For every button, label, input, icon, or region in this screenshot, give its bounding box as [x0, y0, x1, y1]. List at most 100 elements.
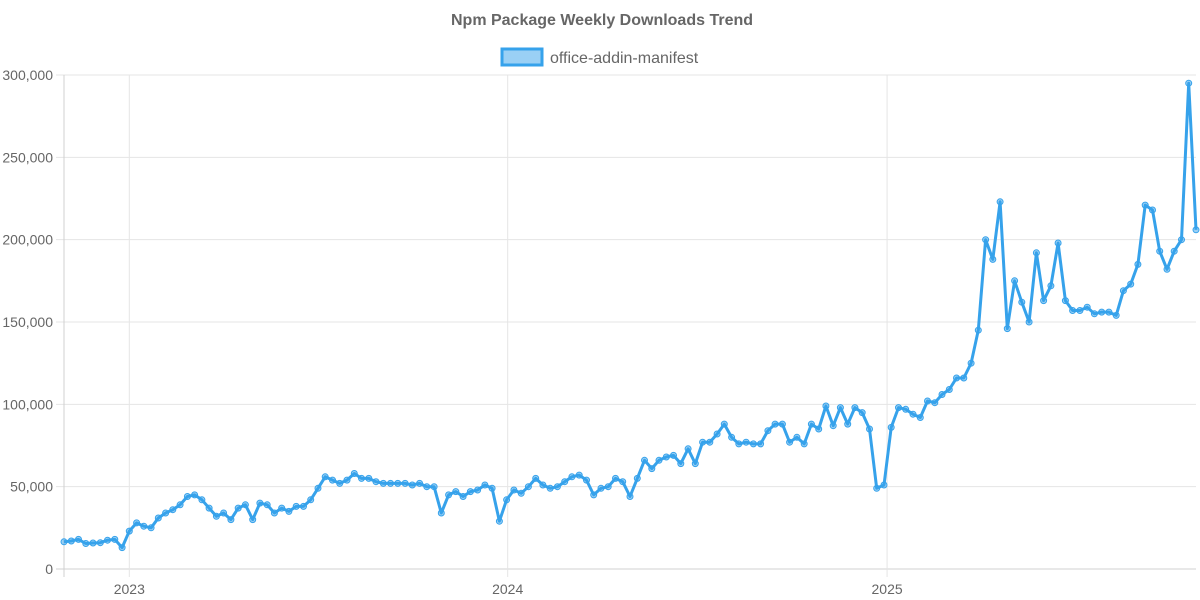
data-point[interactable] — [387, 479, 394, 487]
data-point[interactable] — [278, 504, 286, 512]
data-point[interactable] — [699, 438, 707, 446]
data-point[interactable] — [742, 438, 750, 446]
data-point[interactable] — [256, 499, 264, 507]
data-point[interactable] — [1047, 282, 1055, 290]
data-point[interactable] — [205, 504, 213, 512]
data-point[interactable] — [401, 479, 409, 487]
data-point[interactable] — [974, 326, 982, 334]
data-point[interactable] — [445, 491, 453, 499]
data-point[interactable] — [771, 420, 779, 428]
data-point[interactable] — [648, 465, 656, 473]
data-point[interactable] — [822, 402, 830, 410]
data-point[interactable] — [300, 502, 307, 510]
data-point[interactable] — [815, 425, 823, 433]
data-point[interactable] — [836, 404, 844, 412]
data-point[interactable] — [916, 414, 924, 421]
data-point[interactable] — [626, 493, 634, 500]
data-point[interactable] — [1141, 201, 1149, 209]
data-point[interactable] — [902, 405, 910, 413]
data-point[interactable] — [314, 484, 322, 492]
data-point[interactable] — [1192, 226, 1200, 234]
data-point[interactable] — [764, 427, 772, 435]
data-point[interactable] — [183, 493, 191, 500]
data-point[interactable] — [96, 539, 104, 547]
data-point[interactable] — [866, 425, 873, 433]
data-point[interactable] — [162, 509, 170, 517]
data-point[interactable] — [960, 374, 968, 382]
data-point[interactable] — [829, 422, 837, 430]
data-point[interactable] — [800, 440, 808, 448]
data-point[interactable] — [437, 509, 445, 517]
data-point[interactable] — [583, 476, 590, 484]
data-point[interactable] — [133, 519, 141, 527]
data-point[interactable] — [1018, 298, 1026, 306]
data-point[interactable] — [619, 478, 627, 486]
data-point[interactable] — [350, 470, 358, 477]
data-point[interactable] — [1170, 247, 1178, 255]
data-point[interactable] — [125, 527, 133, 535]
data-point[interactable] — [111, 535, 119, 543]
data-point[interactable] — [1003, 325, 1011, 333]
data-point[interactable] — [1090, 310, 1098, 318]
data-point[interactable] — [1112, 311, 1120, 319]
data-point[interactable] — [1134, 260, 1142, 268]
data-point[interactable] — [503, 496, 511, 504]
data-point[interactable] — [924, 397, 931, 405]
data-point[interactable] — [720, 420, 728, 428]
data-point[interactable] — [786, 438, 794, 446]
data-point[interactable] — [945, 386, 953, 393]
data-point[interactable] — [104, 536, 111, 544]
data-point[interactable] — [633, 474, 641, 482]
data-point[interactable] — [735, 440, 743, 448]
data-point[interactable] — [568, 473, 576, 481]
data-point[interactable] — [1185, 79, 1193, 87]
data-point[interactable] — [575, 471, 583, 479]
data-point[interactable] — [416, 479, 424, 487]
data-point[interactable] — [140, 522, 148, 530]
data-point[interactable] — [234, 504, 242, 512]
data-point[interactable] — [285, 507, 293, 515]
data-point[interactable] — [82, 540, 90, 547]
data-point[interactable] — [474, 486, 482, 494]
data-point[interactable] — [953, 374, 960, 382]
data-point[interactable] — [778, 420, 786, 428]
data-point[interactable] — [1040, 297, 1048, 305]
data-point[interactable] — [365, 474, 373, 482]
data-point[interactable] — [1054, 239, 1062, 247]
data-point[interactable] — [408, 481, 416, 489]
data-point[interactable] — [612, 474, 619, 482]
data-point[interactable] — [604, 483, 612, 491]
data-point[interactable] — [147, 524, 155, 532]
data-point[interactable] — [1105, 308, 1113, 316]
data-point[interactable] — [1032, 249, 1040, 257]
legend[interactable]: office-addin-manifest — [500, 47, 699, 67]
data-point[interactable] — [655, 456, 663, 464]
data-point[interactable] — [220, 509, 228, 517]
data-point[interactable] — [561, 478, 569, 486]
data-point[interactable] — [1061, 297, 1069, 305]
data-point[interactable] — [524, 483, 532, 491]
data-point[interactable] — [358, 474, 365, 482]
data-point[interactable] — [858, 409, 866, 417]
data-point[interactable] — [198, 496, 206, 504]
data-point[interactable] — [895, 404, 902, 412]
data-point[interactable] — [263, 501, 271, 509]
data-point[interactable] — [1083, 303, 1091, 311]
data-point[interactable] — [844, 420, 852, 428]
data-point[interactable] — [249, 516, 257, 524]
data-point[interactable] — [488, 484, 496, 492]
data-point[interactable] — [641, 456, 648, 464]
data-point[interactable] — [1149, 206, 1156, 214]
data-point[interactable] — [996, 198, 1004, 206]
data-point[interactable] — [851, 404, 859, 412]
data-point[interactable] — [757, 440, 765, 448]
data-point[interactable] — [372, 478, 380, 486]
data-point[interactable] — [321, 473, 329, 481]
data-point[interactable] — [191, 491, 199, 499]
data-point[interactable] — [931, 399, 939, 407]
data-point[interactable] — [873, 484, 881, 492]
data-point[interactable] — [176, 501, 184, 509]
data-point[interactable] — [67, 537, 75, 545]
data-point[interactable] — [938, 391, 946, 398]
data-point[interactable] — [510, 486, 518, 494]
